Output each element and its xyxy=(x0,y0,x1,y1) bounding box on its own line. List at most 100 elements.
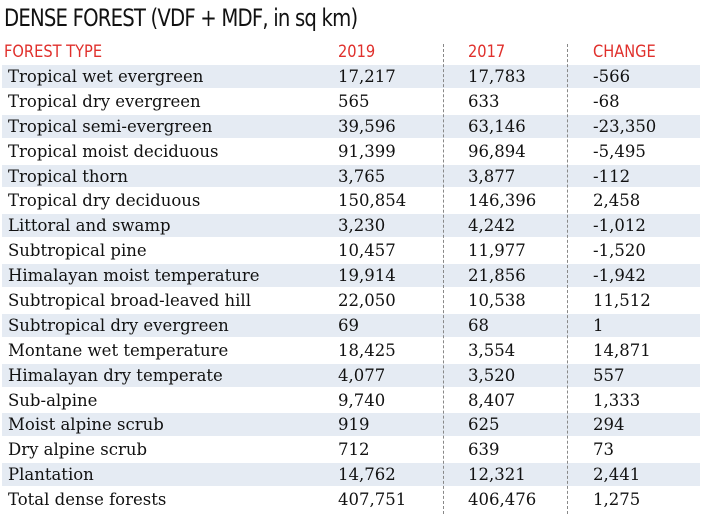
change-cell: 294 xyxy=(593,415,625,435)
table-header-row: FOREST TYPE 2019 2017 CHANGE xyxy=(0,40,702,64)
forest-type-cell: Montane wet temperature xyxy=(8,340,229,360)
change-cell: -112 xyxy=(593,166,631,186)
header-change: CHANGE xyxy=(593,42,656,62)
forest-type-cell: Tropical dry deciduous xyxy=(8,191,201,211)
forest-type-cell: Tropical semi-evergreen xyxy=(8,116,213,136)
value-2017-cell: 11,977 xyxy=(468,241,526,261)
change-cell: 2,458 xyxy=(593,191,641,211)
table-row: Tropical thorn 3,765 3,877 -112 xyxy=(0,163,702,189)
value-2017-cell: 3,554 xyxy=(468,340,516,360)
value-2019-cell: 18,425 xyxy=(338,340,396,360)
table-row: Total dense forests 407,751 406,476 1,275 xyxy=(0,487,702,513)
row-band xyxy=(2,313,700,337)
value-2019-cell: 39,596 xyxy=(338,116,396,136)
row-band xyxy=(2,413,700,437)
value-2019-cell: 22,050 xyxy=(338,291,396,311)
value-2017-cell: 12,321 xyxy=(468,465,526,485)
forest-type-cell: Subtropical broad-leaved hill xyxy=(8,291,251,311)
table-row: Subtropical broad-leaved hill 22,050 10,53… xyxy=(0,288,702,313)
forest-type-cell: Tropical moist deciduous xyxy=(8,141,219,161)
forest-type-cell: Tropical wet evergreen xyxy=(8,67,204,86)
header-2019: 2019 xyxy=(338,42,376,62)
forest-type-cell: Subtropical dry evergreen xyxy=(8,315,229,335)
change-cell: 1 xyxy=(593,315,604,335)
value-2017-cell: 406,476 xyxy=(468,490,537,510)
value-2019-cell: 4,077 xyxy=(338,365,386,385)
value-2017-cell: 63,146 xyxy=(468,116,526,136)
column-divider xyxy=(567,44,568,514)
forest-type-cell: Tropical thorn xyxy=(8,166,128,186)
column-divider xyxy=(443,44,444,514)
change-cell: 2,441 xyxy=(593,465,641,485)
table-row: Tropical wet evergreen 17,217 17,783 -566 xyxy=(0,64,702,89)
value-2019-cell: 14,762 xyxy=(338,465,396,485)
change-cell: -1,520 xyxy=(593,241,646,261)
header-2017: 2017 xyxy=(468,42,506,62)
value-2019-cell: 10,457 xyxy=(338,241,396,261)
change-cell: 1,333 xyxy=(593,390,641,410)
table-row: Montane wet temperature 18,425 3,554 14,871 xyxy=(0,337,702,363)
forest-table: FOREST TYPE 2019 2017 CHANGE Tropical we… xyxy=(0,40,702,513)
table-row: Tropical dry deciduous 150,854 146,396 2,45… xyxy=(0,188,702,214)
value-2017-cell: 146,396 xyxy=(468,191,537,211)
change-cell: -23,350 xyxy=(593,116,657,136)
forest-type-cell: Total dense forests xyxy=(8,490,167,510)
value-2019-cell: 407,751 xyxy=(338,490,407,510)
value-2017-cell: 3,520 xyxy=(468,365,516,385)
value-2017-cell: 625 xyxy=(468,415,500,435)
row-band xyxy=(2,164,700,188)
forest-type-cell: Dry alpine scrub xyxy=(8,440,148,460)
value-2019-cell: 69 xyxy=(338,315,359,335)
change-cell: -1,942 xyxy=(593,266,646,286)
forest-type-cell: Plantation xyxy=(8,465,94,485)
value-2017-cell: 8,407 xyxy=(468,390,516,410)
row-band xyxy=(2,114,700,138)
forest-type-cell: Himalayan moist temperature xyxy=(8,266,260,286)
value-2017-cell: 639 xyxy=(468,440,500,460)
value-2017-cell: 3,877 xyxy=(468,166,516,186)
forest-type-cell: Tropical dry evergreen xyxy=(8,91,201,111)
value-2017-cell: 10,538 xyxy=(468,291,526,311)
value-2017-cell: 96,894 xyxy=(468,141,526,161)
table-row: Himalayan dry temperate 4,077 3,520 557 xyxy=(0,362,702,388)
value-2019-cell: 91,399 xyxy=(338,141,396,161)
value-2019-cell: 712 xyxy=(338,440,370,460)
value-2019-cell: 19,914 xyxy=(338,266,396,286)
row-band xyxy=(2,214,700,238)
value-2017-cell: 68 xyxy=(468,315,489,335)
value-2019-cell: 3,230 xyxy=(338,216,386,236)
forest-type-cell: Sub-alpine xyxy=(8,390,98,410)
change-cell: 1,275 xyxy=(593,490,641,510)
forest-type-cell: Littoral and swamp xyxy=(8,216,171,236)
value-2017-cell: 21,856 xyxy=(468,266,526,286)
table-row: Subtropical dry evergreen 69 68 1 xyxy=(0,312,702,338)
value-2019-cell: 565 xyxy=(338,91,370,111)
table-row: Moist alpine scrub 919 625 294 xyxy=(0,412,702,438)
row-band xyxy=(2,463,700,487)
value-2019-cell: 9,740 xyxy=(338,390,386,410)
change-cell: 14,871 xyxy=(593,340,651,360)
change-cell: 11,512 xyxy=(593,291,651,311)
change-cell: -5,495 xyxy=(593,141,646,161)
value-2019-cell: 150,854 xyxy=(338,191,407,211)
forest-type-cell: Subtropical pine xyxy=(8,241,147,261)
table-body: Tropical wet evergreen 17,217 17,783 -566 Tr… xyxy=(0,64,702,513)
table-row: Subtropical pine 10,457 11,977 -1,520 xyxy=(0,238,702,264)
change-cell: -566 xyxy=(593,67,631,86)
row-band xyxy=(2,264,700,288)
table-row: Tropical semi-evergreen 39,596 63,146 -23,3… xyxy=(0,113,702,139)
table-row: Dry alpine scrub 712 639 73 xyxy=(0,437,702,463)
table-row: Tropical moist deciduous 91,399 96,894 -5,4… xyxy=(0,138,702,164)
change-cell: -1,012 xyxy=(593,216,646,236)
value-2017-cell: 17,783 xyxy=(468,67,526,86)
forest-type-cell: Himalayan dry temperate xyxy=(8,365,223,385)
value-2019-cell: 17,217 xyxy=(338,67,396,86)
table-row: Plantation 14,762 12,321 2,441 xyxy=(0,462,702,488)
table-row: Sub-alpine 9,740 8,407 1,333 xyxy=(0,387,702,413)
value-2019-cell: 919 xyxy=(338,415,370,435)
row-band xyxy=(2,363,700,387)
forest-type-cell: Moist alpine scrub xyxy=(8,415,164,435)
header-forest-type: FOREST TYPE xyxy=(4,42,103,62)
value-2017-cell: 4,242 xyxy=(468,216,516,236)
table-title: DENSE FOREST (VDF + MDF, in sq km) xyxy=(4,4,358,32)
